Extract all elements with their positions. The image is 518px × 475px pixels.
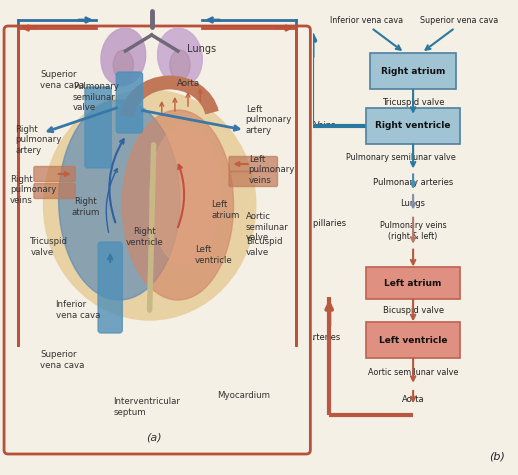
Ellipse shape bbox=[113, 50, 134, 80]
Text: Left
pulmonary
artery: Left pulmonary artery bbox=[246, 105, 292, 135]
Text: Tricuspid valve: Tricuspid valve bbox=[382, 98, 444, 107]
Text: Arteries: Arteries bbox=[308, 333, 341, 342]
Text: Lungs: Lungs bbox=[187, 44, 216, 54]
Text: Left ventricle: Left ventricle bbox=[379, 336, 448, 344]
Text: (a): (a) bbox=[146, 432, 162, 442]
Text: Left
atrium: Left atrium bbox=[211, 200, 240, 220]
Text: Pulmonary semilunar valve: Pulmonary semilunar valve bbox=[346, 153, 456, 162]
Ellipse shape bbox=[59, 100, 180, 300]
Text: Aorta: Aorta bbox=[402, 395, 424, 404]
Text: Right atrium: Right atrium bbox=[381, 66, 445, 76]
Text: Aortic
semilunar
valve: Aortic semilunar valve bbox=[246, 212, 289, 242]
Text: Superior
vena cava: Superior vena cava bbox=[40, 350, 85, 370]
Text: Veins: Veins bbox=[314, 121, 336, 130]
Text: Inferior vena cava: Inferior vena cava bbox=[330, 17, 404, 25]
Text: Pulmonary veins
(right & left): Pulmonary veins (right & left) bbox=[380, 220, 447, 241]
FancyBboxPatch shape bbox=[229, 156, 278, 171]
Text: Aortic semilunar valve: Aortic semilunar valve bbox=[368, 368, 458, 377]
FancyBboxPatch shape bbox=[229, 171, 278, 187]
Text: Bicuspid
valve: Bicuspid valve bbox=[246, 238, 282, 256]
Text: Tricuspid
valve: Tricuspid valve bbox=[31, 238, 68, 256]
FancyBboxPatch shape bbox=[85, 87, 111, 168]
Text: Right
pulmonary
artery: Right pulmonary artery bbox=[15, 125, 62, 155]
Text: Capillaries: Capillaries bbox=[303, 219, 347, 228]
Ellipse shape bbox=[170, 50, 190, 80]
FancyBboxPatch shape bbox=[366, 267, 461, 299]
Ellipse shape bbox=[150, 125, 220, 265]
Ellipse shape bbox=[157, 28, 203, 86]
Text: Myocardium: Myocardium bbox=[218, 390, 270, 399]
FancyBboxPatch shape bbox=[116, 72, 142, 133]
Text: Superior vena cava: Superior vena cava bbox=[420, 17, 498, 25]
Ellipse shape bbox=[101, 28, 146, 86]
Text: Aorta: Aorta bbox=[177, 78, 200, 87]
Text: Left
pulmonary
veins: Left pulmonary veins bbox=[249, 155, 295, 185]
FancyBboxPatch shape bbox=[34, 183, 75, 199]
Text: Left
ventricle: Left ventricle bbox=[195, 245, 233, 265]
Ellipse shape bbox=[44, 90, 256, 320]
Text: Pulmonary arteries: Pulmonary arteries bbox=[373, 178, 453, 187]
FancyBboxPatch shape bbox=[366, 322, 461, 358]
Text: Left atrium: Left atrium bbox=[384, 279, 442, 287]
FancyBboxPatch shape bbox=[34, 167, 75, 181]
FancyBboxPatch shape bbox=[98, 242, 122, 333]
Text: Inferior
vena cava: Inferior vena cava bbox=[55, 300, 100, 320]
Text: Right
ventricle: Right ventricle bbox=[126, 228, 164, 247]
Text: Interventricular
septum: Interventricular septum bbox=[113, 397, 180, 417]
Text: Right
atrium: Right atrium bbox=[71, 197, 100, 217]
Text: Right
pulmonary
veins: Right pulmonary veins bbox=[10, 175, 56, 205]
Text: Pulmonary
semilunar
valve: Pulmonary semilunar valve bbox=[73, 82, 119, 112]
FancyBboxPatch shape bbox=[366, 107, 461, 144]
Text: (b): (b) bbox=[489, 451, 505, 461]
FancyBboxPatch shape bbox=[370, 53, 456, 89]
Text: Right ventricle: Right ventricle bbox=[376, 121, 451, 130]
Text: Bicuspid valve: Bicuspid valve bbox=[382, 306, 444, 315]
Ellipse shape bbox=[122, 110, 234, 300]
Text: Superior
vena cava: Superior vena cava bbox=[40, 70, 85, 90]
Text: Lungs: Lungs bbox=[400, 199, 426, 208]
